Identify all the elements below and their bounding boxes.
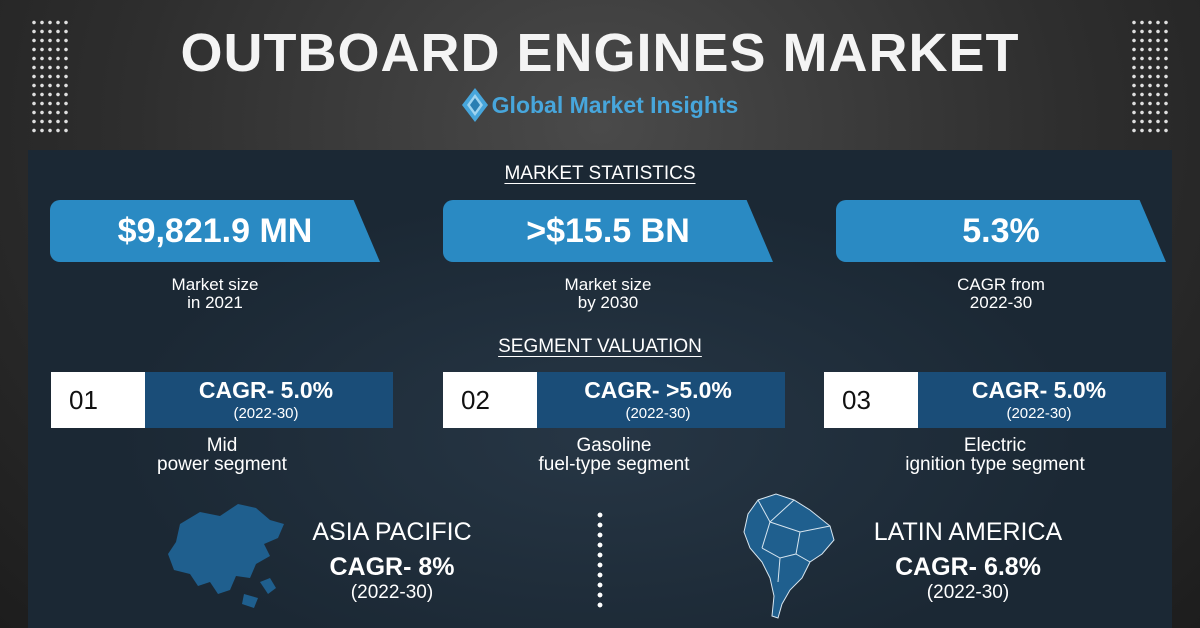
decorative-dots-left [30, 18, 70, 136]
gmi-logo-icon [461, 88, 488, 122]
segment-caption-line1: Mid [206, 435, 238, 456]
region-cagr-asia-pacific: CAGR- 8% [329, 553, 455, 581]
stat-caption-market-size-2021: Market size in 2021 [50, 276, 380, 312]
brand-logo: Global Market Insights [0, 88, 1200, 122]
page-title: OUTBOARD ENGINES MARKET [180, 23, 1020, 83]
asia-pacific-map-icon [168, 504, 284, 608]
brand-name: Global Market Insights [491, 91, 739, 118]
segment-caption-02: Gasoline fuel-type segment [443, 436, 785, 474]
segment-caption-line2: ignition type segment [905, 454, 1085, 475]
segment-number: 02 [443, 372, 537, 428]
stat-caption-cagr: CAGR from 2022-30 [836, 276, 1166, 312]
stat-caption-line1: Market size [564, 275, 652, 294]
segment-card-band [894, 372, 1166, 428]
region-name-latin-america: LATIN AMERICA [873, 518, 1063, 546]
region-cagr-latin-america: CAGR- 6.8% [895, 553, 1041, 581]
stat-caption-line1: CAGR from [957, 275, 1045, 294]
region-period-asia-pacific: (2022-30) [350, 582, 434, 603]
segment-card-01: 01 CAGR- 5.0% (2022-30) [51, 372, 393, 428]
segment-caption-line1: Electric [963, 435, 1027, 456]
segment-caption-01: Mid power segment [51, 436, 393, 474]
stat-value-market-size-2021: $9,821.9 MN [50, 200, 380, 262]
segment-cagr: CAGR- 5.0% [971, 377, 1107, 403]
region-name-asia-pacific: ASIA PACIFIC [312, 518, 472, 546]
segment-card-band [513, 372, 785, 428]
segment-caption-line2: power segment [157, 454, 287, 475]
segment-period: (2022-30) [233, 405, 299, 422]
segment-valuation-heading-text: SEGMENT VALUATION [498, 336, 702, 357]
segment-caption-line2: fuel-type segment [538, 454, 690, 475]
segment-number: 03 [824, 372, 918, 428]
stat-value-cagr: 5.3% [836, 200, 1166, 262]
segment-caption-03: Electric ignition type segment [824, 436, 1166, 474]
stat-caption-line1: Market size [171, 275, 259, 294]
south-america-map-icon [743, 493, 835, 619]
segment-period: (2022-30) [625, 405, 691, 422]
segment-cagr: CAGR- 5.0% [198, 377, 334, 403]
segment-cagr: CAGR- >5.0% [584, 377, 732, 403]
stat-caption-market-size-2030: Market size by 2030 [443, 276, 773, 312]
segment-card-band [121, 372, 393, 428]
stat-caption-line2: 2022-30 [969, 293, 1033, 312]
decorative-dots-right [1130, 18, 1170, 136]
segment-period: (2022-30) [1006, 405, 1072, 422]
segment-card-03: 03 CAGR- 5.0% (2022-30) [824, 372, 1166, 428]
market-statistics-heading: MARKET STATISTICS [0, 163, 1200, 185]
region-divider [597, 510, 603, 610]
region-period-latin-america: (2022-30) [926, 582, 1010, 603]
stat-value-market-size-2030: >$15.5 BN [443, 200, 773, 262]
segment-valuation-heading: SEGMENT VALUATION [0, 336, 1200, 358]
stat-caption-line2: by 2030 [577, 293, 639, 312]
stat-caption-line2: in 2021 [187, 293, 243, 312]
segment-caption-line1: Gasoline [576, 435, 652, 456]
segment-card-02: 02 CAGR- >5.0% (2022-30) [443, 372, 785, 428]
segment-number: 01 [51, 372, 145, 428]
market-statistics-heading-text: MARKET STATISTICS [504, 163, 696, 184]
